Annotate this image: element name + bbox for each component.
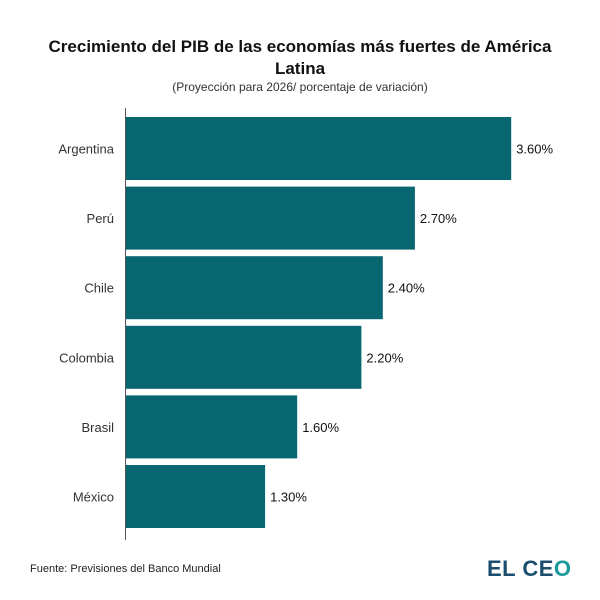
data-label: 1.30% [270,490,307,505]
chart-subtitle: (Proyección para 2026/ porcentaje de var… [172,80,428,94]
category-label: Colombia [59,350,115,365]
bar [126,117,512,180]
category-label: Perú [87,211,114,226]
data-label: 2.20% [366,350,403,365]
data-label: 2.70% [420,211,457,226]
category-label: Argentina [58,142,114,157]
el-ceo-logo: EL CEO [487,556,572,581]
category-label: México [73,490,114,505]
category-label: Chile [84,281,114,296]
data-label: 3.60% [516,142,553,157]
data-label: 1.60% [302,420,339,435]
bar [126,465,266,528]
bar [126,186,415,250]
chart-title: Crecimiento del PIB de las economías más… [48,37,552,78]
source-note: Fuente: Previsiones del Banco Mundial [30,563,221,575]
bar [126,256,383,320]
data-label: 2.40% [388,281,425,296]
category-label: Brasil [81,420,114,435]
bar [126,325,362,389]
bar [126,395,298,459]
